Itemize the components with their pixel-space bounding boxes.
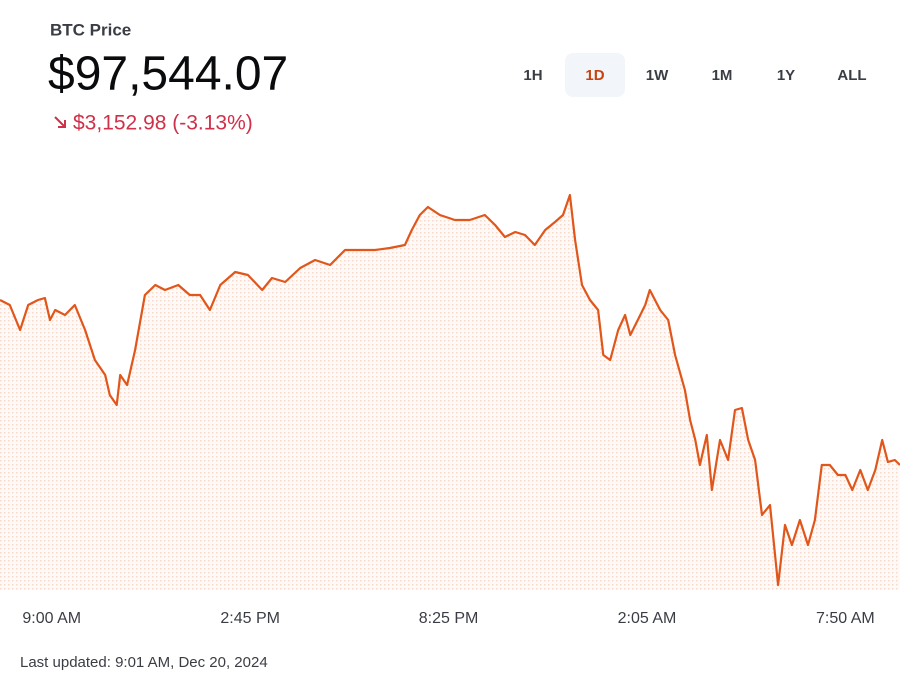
chart: 9:00 AM 2:45 PM 8:25 PM 2:05 AM 7:50 AM bbox=[0, 193, 900, 627]
range-button[interactable]: 1Y bbox=[777, 67, 795, 84]
active-range-bg bbox=[565, 53, 625, 97]
down-arrow bbox=[54, 116, 66, 128]
last-updated: Last updated: 9:01 AM, Dec 20, 2024 bbox=[20, 654, 268, 671]
range-selector: 1H 1D 1W 1M 1Y ALL bbox=[523, 67, 866, 84]
range-button[interactable]: 1D bbox=[585, 67, 604, 84]
x-tick-label: 7:50 AM bbox=[816, 610, 875, 627]
price-change: $3,152.98 (-3.13%) bbox=[73, 112, 253, 135]
range-button[interactable]: 1W bbox=[646, 67, 669, 84]
price-line bbox=[0, 193, 900, 587]
x-tick-label: 8:25 PM bbox=[419, 610, 479, 627]
range-button[interactable]: ALL bbox=[837, 67, 866, 84]
x-tick-label: 2:45 PM bbox=[220, 610, 280, 627]
price-area bbox=[0, 195, 900, 590]
x-tick-label: 2:05 AM bbox=[618, 610, 677, 627]
x-tick-label: 9:00 AM bbox=[22, 610, 81, 627]
price: $97,544.07 bbox=[48, 48, 288, 101]
title: BTC Price bbox=[50, 20, 131, 39]
range-button[interactable]: 1H bbox=[523, 67, 542, 84]
range-button[interactable]: 1M bbox=[712, 67, 733, 84]
